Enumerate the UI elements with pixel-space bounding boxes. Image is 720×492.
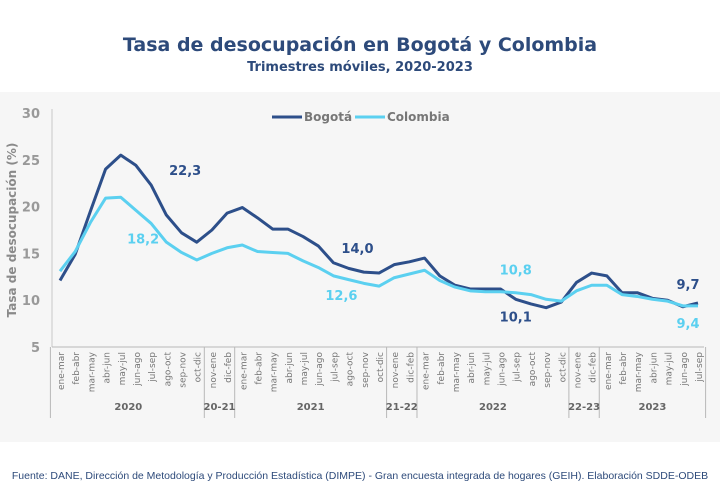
data-label: 22,3	[169, 164, 201, 179]
x-tick-label: abr-jun	[103, 352, 113, 384]
series-line-colombia	[58, 195, 698, 308]
x-tick-label: nov-ene	[391, 352, 401, 389]
x-tick-label: jun-ago	[133, 352, 143, 387]
x-tick-label: feb-abr	[437, 352, 447, 385]
x-tick-label: jul-sep	[513, 352, 523, 383]
x-tick-label: ene-mar	[422, 352, 432, 390]
x-tick-label: jun-ago	[680, 352, 690, 387]
x-tick-label: dic-feb	[589, 352, 599, 383]
x-tick-label: sep-nov	[361, 351, 371, 387]
x-tick-label: oct-dic	[558, 352, 568, 382]
x-group-label: 2021	[297, 402, 325, 413]
x-tick-label: mar-may	[87, 351, 97, 392]
data-label: 14,0	[341, 242, 373, 257]
data-label: 9,4	[676, 317, 699, 332]
x-tick-label: feb-abr	[619, 352, 629, 385]
x-tick-label: ene-mar	[239, 352, 249, 390]
y-tick-label: 30	[22, 107, 40, 122]
data-label: 9,7	[676, 278, 699, 293]
x-tick-label: ene-mar	[604, 352, 614, 390]
chart-title: Tasa de desocupación en Bogotá y Colombi…	[122, 34, 598, 56]
x-tick-label: feb-abr	[254, 352, 264, 385]
x-tick-label: sep-nov	[543, 351, 553, 387]
x-tick-label: abr-jun	[285, 352, 295, 384]
y-tick-label: 10	[22, 294, 40, 309]
x-group-label: 2023	[639, 402, 667, 413]
x-tick-label: oct-dic	[194, 352, 204, 382]
x-tick-label: ago-oct	[163, 352, 173, 387]
x-group-label: 22-23	[568, 402, 600, 413]
chart-subtitle: Trimestres móviles, 2020-2023	[247, 60, 473, 75]
x-tick-label: mar-may	[634, 351, 644, 392]
x-tick-label: jun-ago	[315, 352, 325, 387]
data-label: 18,2	[127, 232, 159, 247]
data-label: 10,8	[500, 264, 532, 279]
source-footer: Fuente: DANE, Dirección de Metodología y…	[11, 470, 709, 482]
x-tick-label: ene-mar	[57, 352, 67, 390]
x-tick-label: oct-dic	[376, 352, 386, 382]
x-tick-label: abr-jun	[649, 352, 659, 384]
x-tick-label: may-jul	[665, 352, 675, 385]
series-line-bogot	[58, 153, 699, 310]
x-group-label: 21-22	[386, 402, 418, 413]
x-tick-label: ago-oct	[346, 352, 356, 387]
x-tick-label: mar-may	[452, 351, 462, 392]
legend-label: Colombia	[387, 110, 450, 124]
y-axis-title: Tasa de desocupación (%)	[5, 143, 19, 318]
data-label: 12,6	[325, 289, 357, 304]
y-tick-label: 25	[22, 154, 40, 169]
x-tick-label: may-jul	[482, 352, 492, 385]
x-group-label: 2020	[114, 402, 142, 413]
plot-area	[0, 92, 720, 442]
x-tick-label: dic-feb	[406, 352, 416, 383]
y-tick-label: 5	[31, 341, 40, 356]
x-tick-label: jul-sep	[330, 352, 340, 383]
legend-label: Bogotá	[304, 110, 352, 124]
x-group-label: 2022	[479, 402, 507, 413]
x-tick-label: may-jul	[118, 352, 128, 385]
x-tick-label: abr-jun	[467, 352, 477, 384]
x-tick-label: mar-may	[270, 351, 280, 392]
data-label: 10,1	[500, 310, 532, 325]
x-tick-label: sep-nov	[179, 351, 189, 387]
x-tick-label: nov-ene	[573, 352, 583, 389]
x-tick-label: may-jul	[300, 352, 310, 385]
y-tick-label: 20	[22, 201, 40, 216]
x-tick-label: feb-abr	[72, 352, 82, 385]
x-tick-label: jul-sep	[148, 352, 158, 383]
x-tick-label: ago-oct	[528, 352, 538, 387]
x-tick-label: jun-ago	[498, 352, 508, 387]
x-tick-label: nov-ene	[209, 352, 219, 389]
x-tick-label: jul-sep	[695, 352, 705, 383]
y-tick-label: 15	[22, 247, 40, 262]
x-group-label: 20-21	[204, 402, 236, 413]
x-tick-label: dic-feb	[224, 352, 234, 383]
